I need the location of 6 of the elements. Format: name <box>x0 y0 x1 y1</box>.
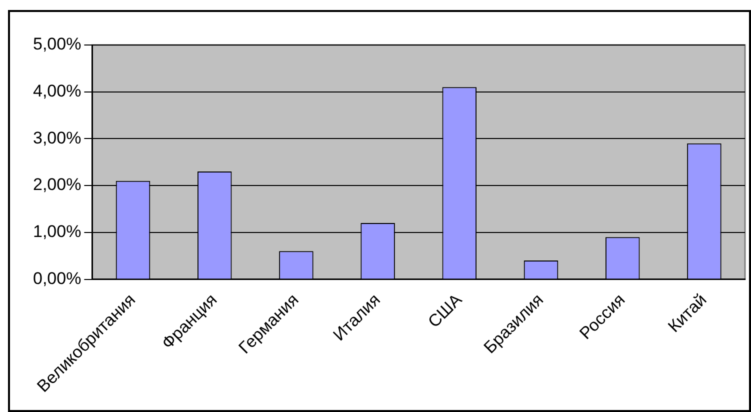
y-tick-label: 2,00% <box>33 175 82 194</box>
y-tick-label: 5,00% <box>33 34 82 54</box>
y-tick-label: 0,00% <box>33 268 82 288</box>
y-tick-label: 4,00% <box>33 82 82 101</box>
y-tick-label: 1,00% <box>33 222 82 242</box>
y-tick-label: 3,00% <box>33 128 82 148</box>
